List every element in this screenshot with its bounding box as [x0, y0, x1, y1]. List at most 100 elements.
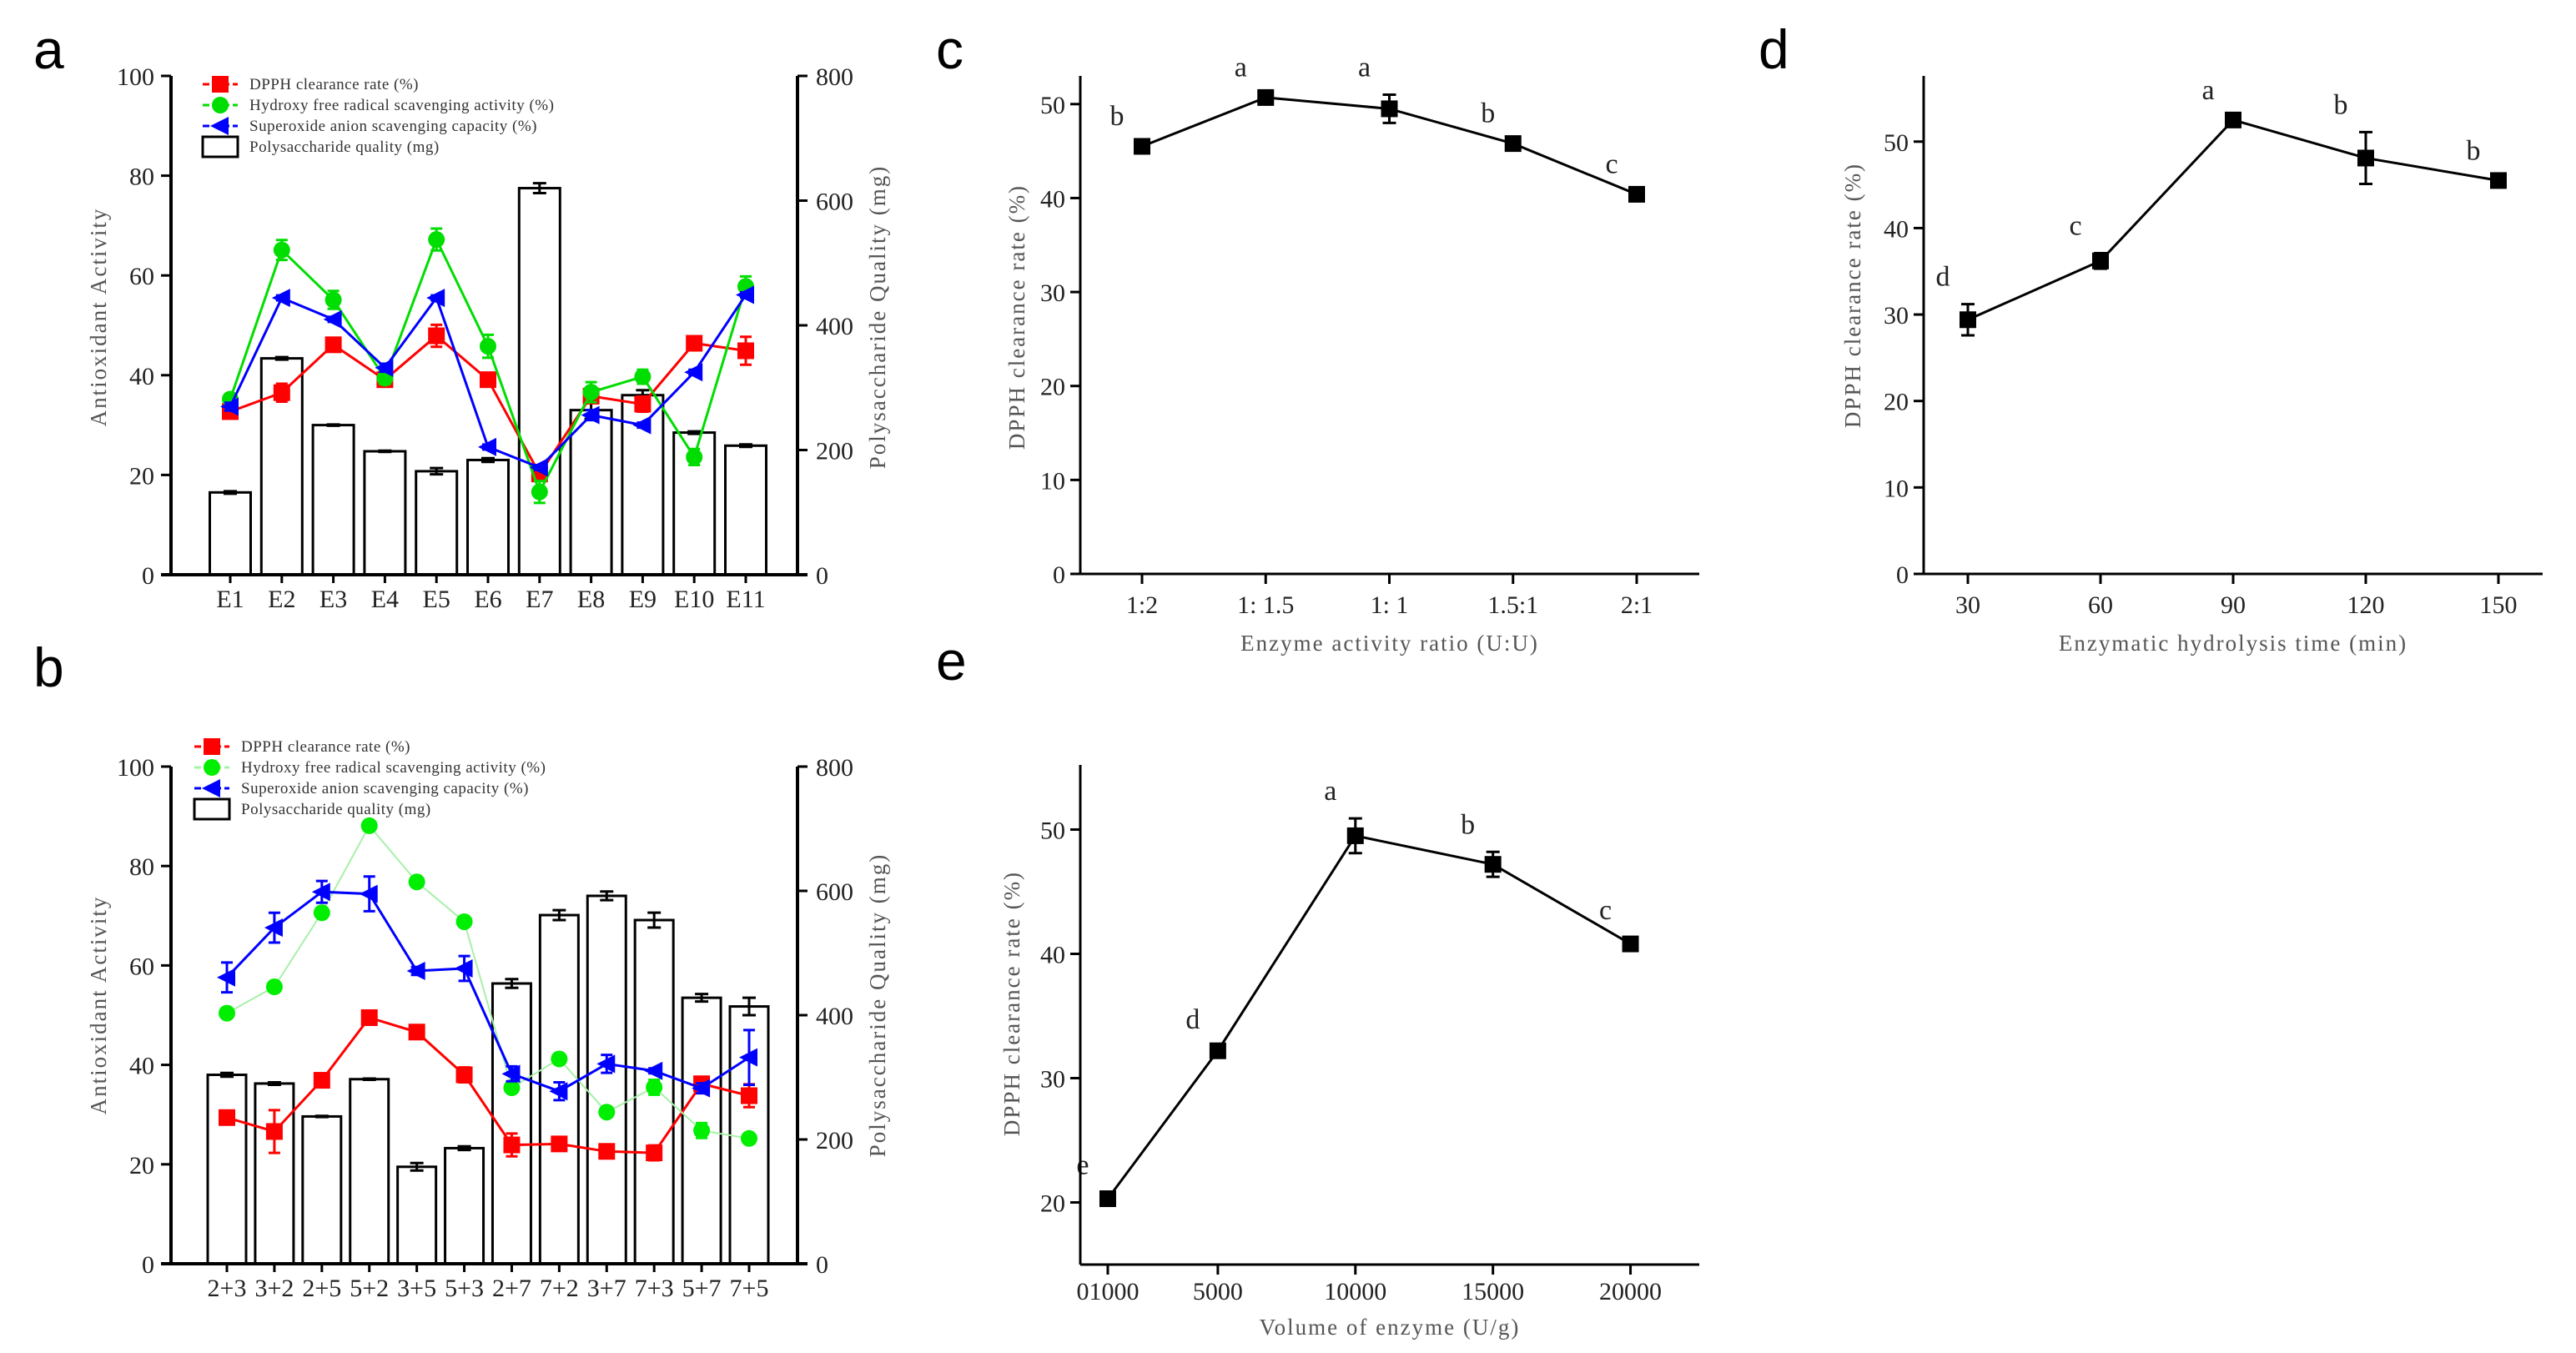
y-right-tick-label: 400	[816, 313, 853, 340]
significance-letter: b	[2334, 89, 2348, 120]
x-tick-label: 2:1	[1621, 591, 1653, 619]
series-1-point-E2	[273, 241, 290, 259]
series-0-point-5+2	[360, 1008, 378, 1026]
legend-label: Polysaccharide quality (mg)	[249, 138, 440, 156]
series-1-point-5+3	[455, 913, 473, 930]
legend-bar-swatch	[193, 797, 231, 821]
series-1-point-E10	[686, 448, 703, 465]
legend-label: DPPH clearance rate (%)	[241, 738, 410, 756]
significance-letter: b	[2467, 135, 2481, 166]
significance-letter: b	[1481, 98, 1495, 129]
y-tick-label: 40	[129, 363, 154, 390]
y-axis-title: DPPH clearance rate (%)	[999, 871, 1024, 1136]
legend-label: Superoxide anion scavenging capacity (%)	[249, 118, 537, 135]
bar-E7	[517, 187, 561, 576]
x-tick-label: 7+5	[730, 1275, 769, 1302]
x-tick-label: 90	[2221, 591, 2246, 619]
series-0-point-E9	[634, 395, 652, 413]
series-1-point-3+5	[408, 873, 425, 891]
series-0-point-2+7	[503, 1136, 521, 1154]
x-tick-label: 7+3	[635, 1275, 674, 1302]
y-tick-label: 100	[117, 754, 154, 782]
series-2-point-E7	[529, 458, 548, 477]
y-tick-label: 10	[1884, 475, 1909, 502]
series-1-point-3+7	[598, 1104, 616, 1121]
significance-letter: d	[1936, 262, 1950, 293]
data-point-90	[2225, 111, 2241, 128]
series-0-point-3+7	[598, 1143, 616, 1160]
y-tick-label: 50	[1040, 817, 1065, 844]
x-tick-label: 10000	[1324, 1278, 1386, 1305]
x-tick-label: 150	[2480, 591, 2518, 619]
x-tick-label: E6	[474, 586, 501, 613]
y-right-tick-label: 400	[816, 1003, 853, 1030]
series-2-point-2+3	[217, 968, 235, 987]
x-tick-label: E5	[423, 586, 450, 613]
bar-error-E1	[224, 490, 237, 495]
x-tick-label: E8	[577, 586, 605, 613]
significance-letter: c	[1605, 149, 1618, 180]
y-axis-title: Antioxidant Activity	[86, 896, 111, 1115]
series-2-point-E9	[632, 415, 652, 435]
series-2-point-E11	[736, 285, 754, 304]
series-0-point-E3	[325, 336, 342, 354]
data-point-1: 1	[1381, 100, 1398, 118]
y-tick-label: 40	[1884, 215, 1909, 243]
y-tick-label: 40	[1040, 941, 1065, 968]
y-tick-label: 80	[129, 853, 154, 881]
y-tick-label: 20	[1040, 374, 1065, 401]
series-2-point-7+2	[549, 1082, 568, 1101]
y-right-tick-label: 800	[816, 754, 853, 782]
y-tick-label: 30	[1040, 1065, 1065, 1093]
significance-letter: e	[1076, 1150, 1089, 1181]
y-tick-label: 20	[1884, 389, 1909, 416]
x-tick-label: E9	[629, 586, 657, 613]
y-right-axis-title: Polysaccharide Quality (mg)	[865, 165, 890, 469]
series-2-point-7+3	[644, 1061, 663, 1080]
significance-letter: c	[1599, 895, 1612, 926]
series-1-point-E9	[634, 368, 652, 385]
x-tick-label: 1: 1.5	[1237, 591, 1294, 619]
bar-3+7	[586, 894, 627, 1265]
x-tick-label: 30	[1955, 591, 1980, 619]
data-point-1: 1.5	[1257, 88, 1275, 106]
x-tick-label: 1: 1	[1371, 591, 1409, 619]
series-0-point-E2	[273, 384, 290, 401]
bar-error-E2	[274, 355, 289, 361]
bar-E8	[569, 409, 613, 576]
data-point-10000	[1346, 827, 1364, 844]
series-1-point-7+3	[646, 1079, 663, 1096]
x-tick-label: 5+7	[682, 1275, 722, 1302]
series-2-point-E2	[271, 289, 290, 308]
x-tick-label: E10	[674, 586, 714, 613]
y-tick-label: 0	[1896, 561, 1909, 589]
y-axis-title: DPPH clearance rate (%)	[1004, 184, 1029, 450]
series-2-point-7+5	[739, 1048, 757, 1067]
series-1-point-E3	[325, 291, 342, 309]
y-tick-label: 60	[129, 263, 154, 290]
data-point-30	[1960, 311, 1976, 329]
data-point-1.5:1	[1504, 135, 1522, 153]
data-point-15000	[1484, 856, 1502, 873]
y-right-axis-title: Polysaccharide Quality (mg)	[865, 853, 890, 1157]
bar-5+2	[349, 1078, 390, 1265]
x-tick-label: 1:2	[1126, 591, 1158, 619]
legend-marker-2	[210, 117, 229, 135]
bar-error-E4	[378, 449, 392, 454]
panel-label-d: d	[1758, 18, 1789, 80]
y-tick-label: 100	[117, 63, 154, 91]
series-0-point-7+5	[741, 1087, 757, 1104]
significance-letter: a	[1358, 53, 1371, 83]
panel-e-chart: e d a b c 20 30 40 50 01000 5000 10000 15000 20000 Vol…	[999, 765, 1699, 1340]
bar-error-2+3	[220, 1071, 234, 1079]
y-right-tick-label: 0	[816, 1251, 828, 1279]
series-1-point-E8	[582, 384, 600, 401]
x-tick-label: 2+5	[302, 1275, 341, 1302]
data-point-120	[2357, 149, 2374, 167]
x-axis-title: Enzyme activity ratio (U:U)	[1240, 631, 1539, 656]
panel-label-c: c	[936, 18, 963, 80]
series-2-point-E10	[684, 363, 703, 382]
x-tick-label: 5+3	[445, 1275, 484, 1302]
bar-3+5	[396, 1165, 438, 1265]
